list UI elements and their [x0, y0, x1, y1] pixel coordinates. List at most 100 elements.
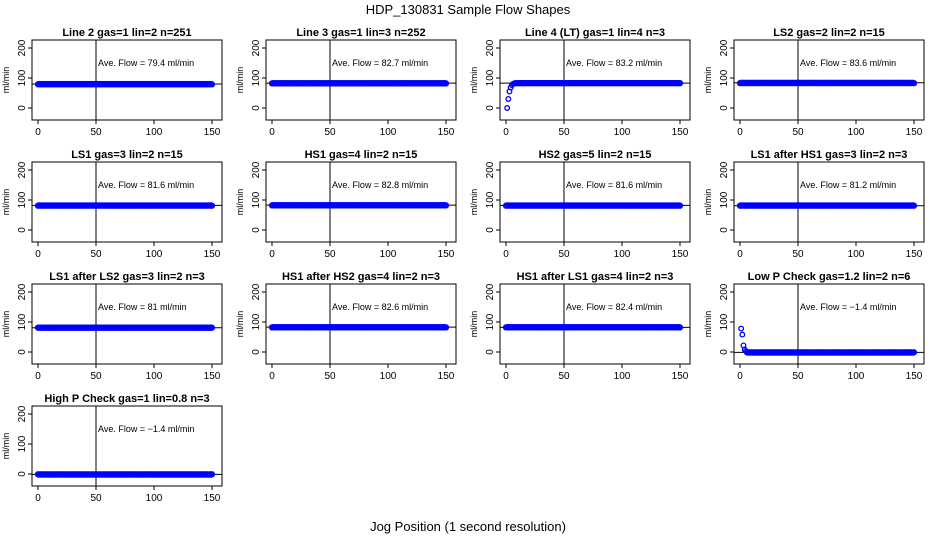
y-axis-label: ml/min: [1, 433, 11, 460]
panel-13: High P Check gas=1 lin=0.8 n=3 0 50 100 150 0…: [1, 393, 223, 504]
x-tick-label: 100: [848, 249, 865, 260]
data-point: [442, 80, 450, 87]
x-tick-label: 150: [438, 127, 455, 138]
y-tick-label: 100: [17, 191, 28, 208]
panel-9: LS1 after LS2 gas=3 lin=2 n=3 0 50 100 150 0 1…: [1, 271, 223, 382]
y-tick-label: 200: [17, 405, 28, 422]
x-tick-label: 150: [906, 371, 923, 382]
flow-series: [736, 202, 918, 209]
x-tick-label: 50: [558, 249, 570, 260]
x-tick-label: 0: [35, 249, 41, 260]
flow-series: [502, 202, 684, 209]
panel-title: HS1 gas=4 lin=2 n=15: [305, 149, 418, 161]
x-tick-label: 150: [204, 249, 221, 260]
flow-series: [34, 202, 216, 209]
y-axis-label: ml/min: [235, 189, 245, 216]
y-axis-label: ml/min: [235, 67, 245, 94]
x-tick-label: 100: [614, 371, 631, 382]
y-tick-label: 0: [17, 227, 28, 233]
data-point: [676, 202, 684, 209]
average-flow-annotation: Ave. Flow = 83.2 ml/min: [566, 58, 662, 68]
plot-frame: [31, 161, 223, 243]
panel-10: HS1 after HS2 gas=4 lin=2 n=3 0 50 100 150 0 1…: [235, 271, 457, 382]
y-axis-label: ml/min: [703, 67, 713, 94]
x-tick-label: 100: [146, 493, 163, 504]
y-tick-label: 200: [251, 39, 262, 56]
average-flow-annotation: Ave. Flow = 81.6 ml/min: [98, 180, 194, 190]
y-tick-label: 200: [17, 39, 28, 56]
y-tick-label: 0: [251, 349, 262, 355]
flow-series: [502, 323, 684, 331]
x-tick-label: 0: [35, 493, 41, 504]
y-tick-label: 0: [17, 105, 28, 111]
x-tick-label: 100: [146, 249, 163, 260]
average-flow-annotation: Ave. Flow = 82.8 ml/min: [332, 180, 428, 190]
plot-frame: [265, 161, 457, 243]
plot-frame: [265, 283, 457, 365]
x-tick-label: 150: [204, 371, 221, 382]
data-point: [208, 202, 216, 209]
flow-series: [738, 325, 918, 356]
y-axis-label: ml/min: [469, 67, 479, 94]
y-axis-label: ml/min: [703, 189, 713, 216]
panel-title: Line 4 (LT) gas=1 lin=4 n=3: [525, 27, 665, 39]
y-tick-label: 200: [719, 161, 730, 178]
x-tick-label: 50: [90, 371, 102, 382]
panel-11: HS1 after LS1 gas=4 lin=2 n=3 0 50 100 150 0 1…: [469, 271, 691, 382]
y-tick-label: 100: [485, 69, 496, 86]
x-tick-label: 150: [906, 249, 923, 260]
x-tick-label: 150: [672, 249, 689, 260]
y-tick-label: 200: [485, 161, 496, 178]
panel-title: Line 3 gas=1 lin=3 n=252: [296, 27, 425, 39]
average-flow-annotation: Ave. Flow = 81 ml/min: [98, 302, 187, 312]
data-point: [738, 325, 745, 332]
x-tick-label: 150: [204, 493, 221, 504]
y-tick-label: 0: [485, 349, 496, 355]
data-point: [504, 105, 511, 111]
x-tick-label: 0: [35, 127, 41, 138]
y-tick-label: 100: [485, 191, 496, 208]
y-tick-label: 0: [17, 471, 28, 477]
y-tick-label: 100: [485, 313, 496, 330]
flow-series: [504, 79, 684, 111]
y-tick-label: 200: [719, 39, 730, 56]
panel-title: HS2 gas=5 lin=2 n=15: [539, 149, 652, 161]
x-tick-label: 50: [90, 493, 102, 504]
average-flow-annotation: Ave. Flow = 82.4 ml/min: [566, 302, 662, 312]
x-tick-label: 50: [558, 127, 570, 138]
y-tick-label: 100: [17, 69, 28, 86]
plot-frame: [499, 161, 691, 243]
y-tick-label: 100: [17, 435, 28, 452]
y-tick-label: 0: [719, 227, 730, 233]
y-axis-label: ml/min: [703, 311, 713, 338]
x-tick-label: 50: [792, 249, 804, 260]
panel-title: LS1 after LS2 gas=3 lin=2 n=3: [49, 271, 205, 283]
data-point: [676, 79, 684, 87]
data-point: [208, 324, 216, 331]
y-axis-label: ml/min: [1, 311, 11, 338]
x-tick-label: 50: [792, 371, 804, 382]
data-point: [910, 79, 918, 87]
x-tick-label: 50: [90, 127, 102, 138]
data-point: [910, 349, 918, 356]
average-flow-annotation: Ave. Flow = 81.2 ml/min: [800, 180, 896, 190]
x-tick-label: 150: [204, 127, 221, 138]
data-point: [739, 331, 746, 338]
flow-series: [34, 80, 216, 88]
average-flow-annotation: Ave. Flow = 82.7 ml/min: [332, 58, 428, 68]
x-tick-label: 0: [269, 249, 275, 260]
flow-series: [268, 79, 450, 87]
y-tick-label: 0: [719, 349, 730, 355]
y-tick-label: 200: [719, 283, 730, 300]
panel-6: HS1 gas=4 lin=2 n=15 0 50 100 150 0 100 200 ml/m…: [235, 149, 457, 260]
y-tick-label: 0: [251, 105, 262, 111]
x-tick-label: 150: [438, 371, 455, 382]
plot-frame: [265, 39, 457, 121]
panel-1: Line 2 gas=1 lin=2 n=251 0 50 100 150 0 100 200…: [1, 27, 223, 138]
x-tick-label: 50: [792, 127, 804, 138]
x-tick-label: 150: [672, 371, 689, 382]
x-tick-label: 50: [558, 371, 570, 382]
y-tick-label: 100: [251, 191, 262, 208]
x-tick-label: 150: [672, 127, 689, 138]
